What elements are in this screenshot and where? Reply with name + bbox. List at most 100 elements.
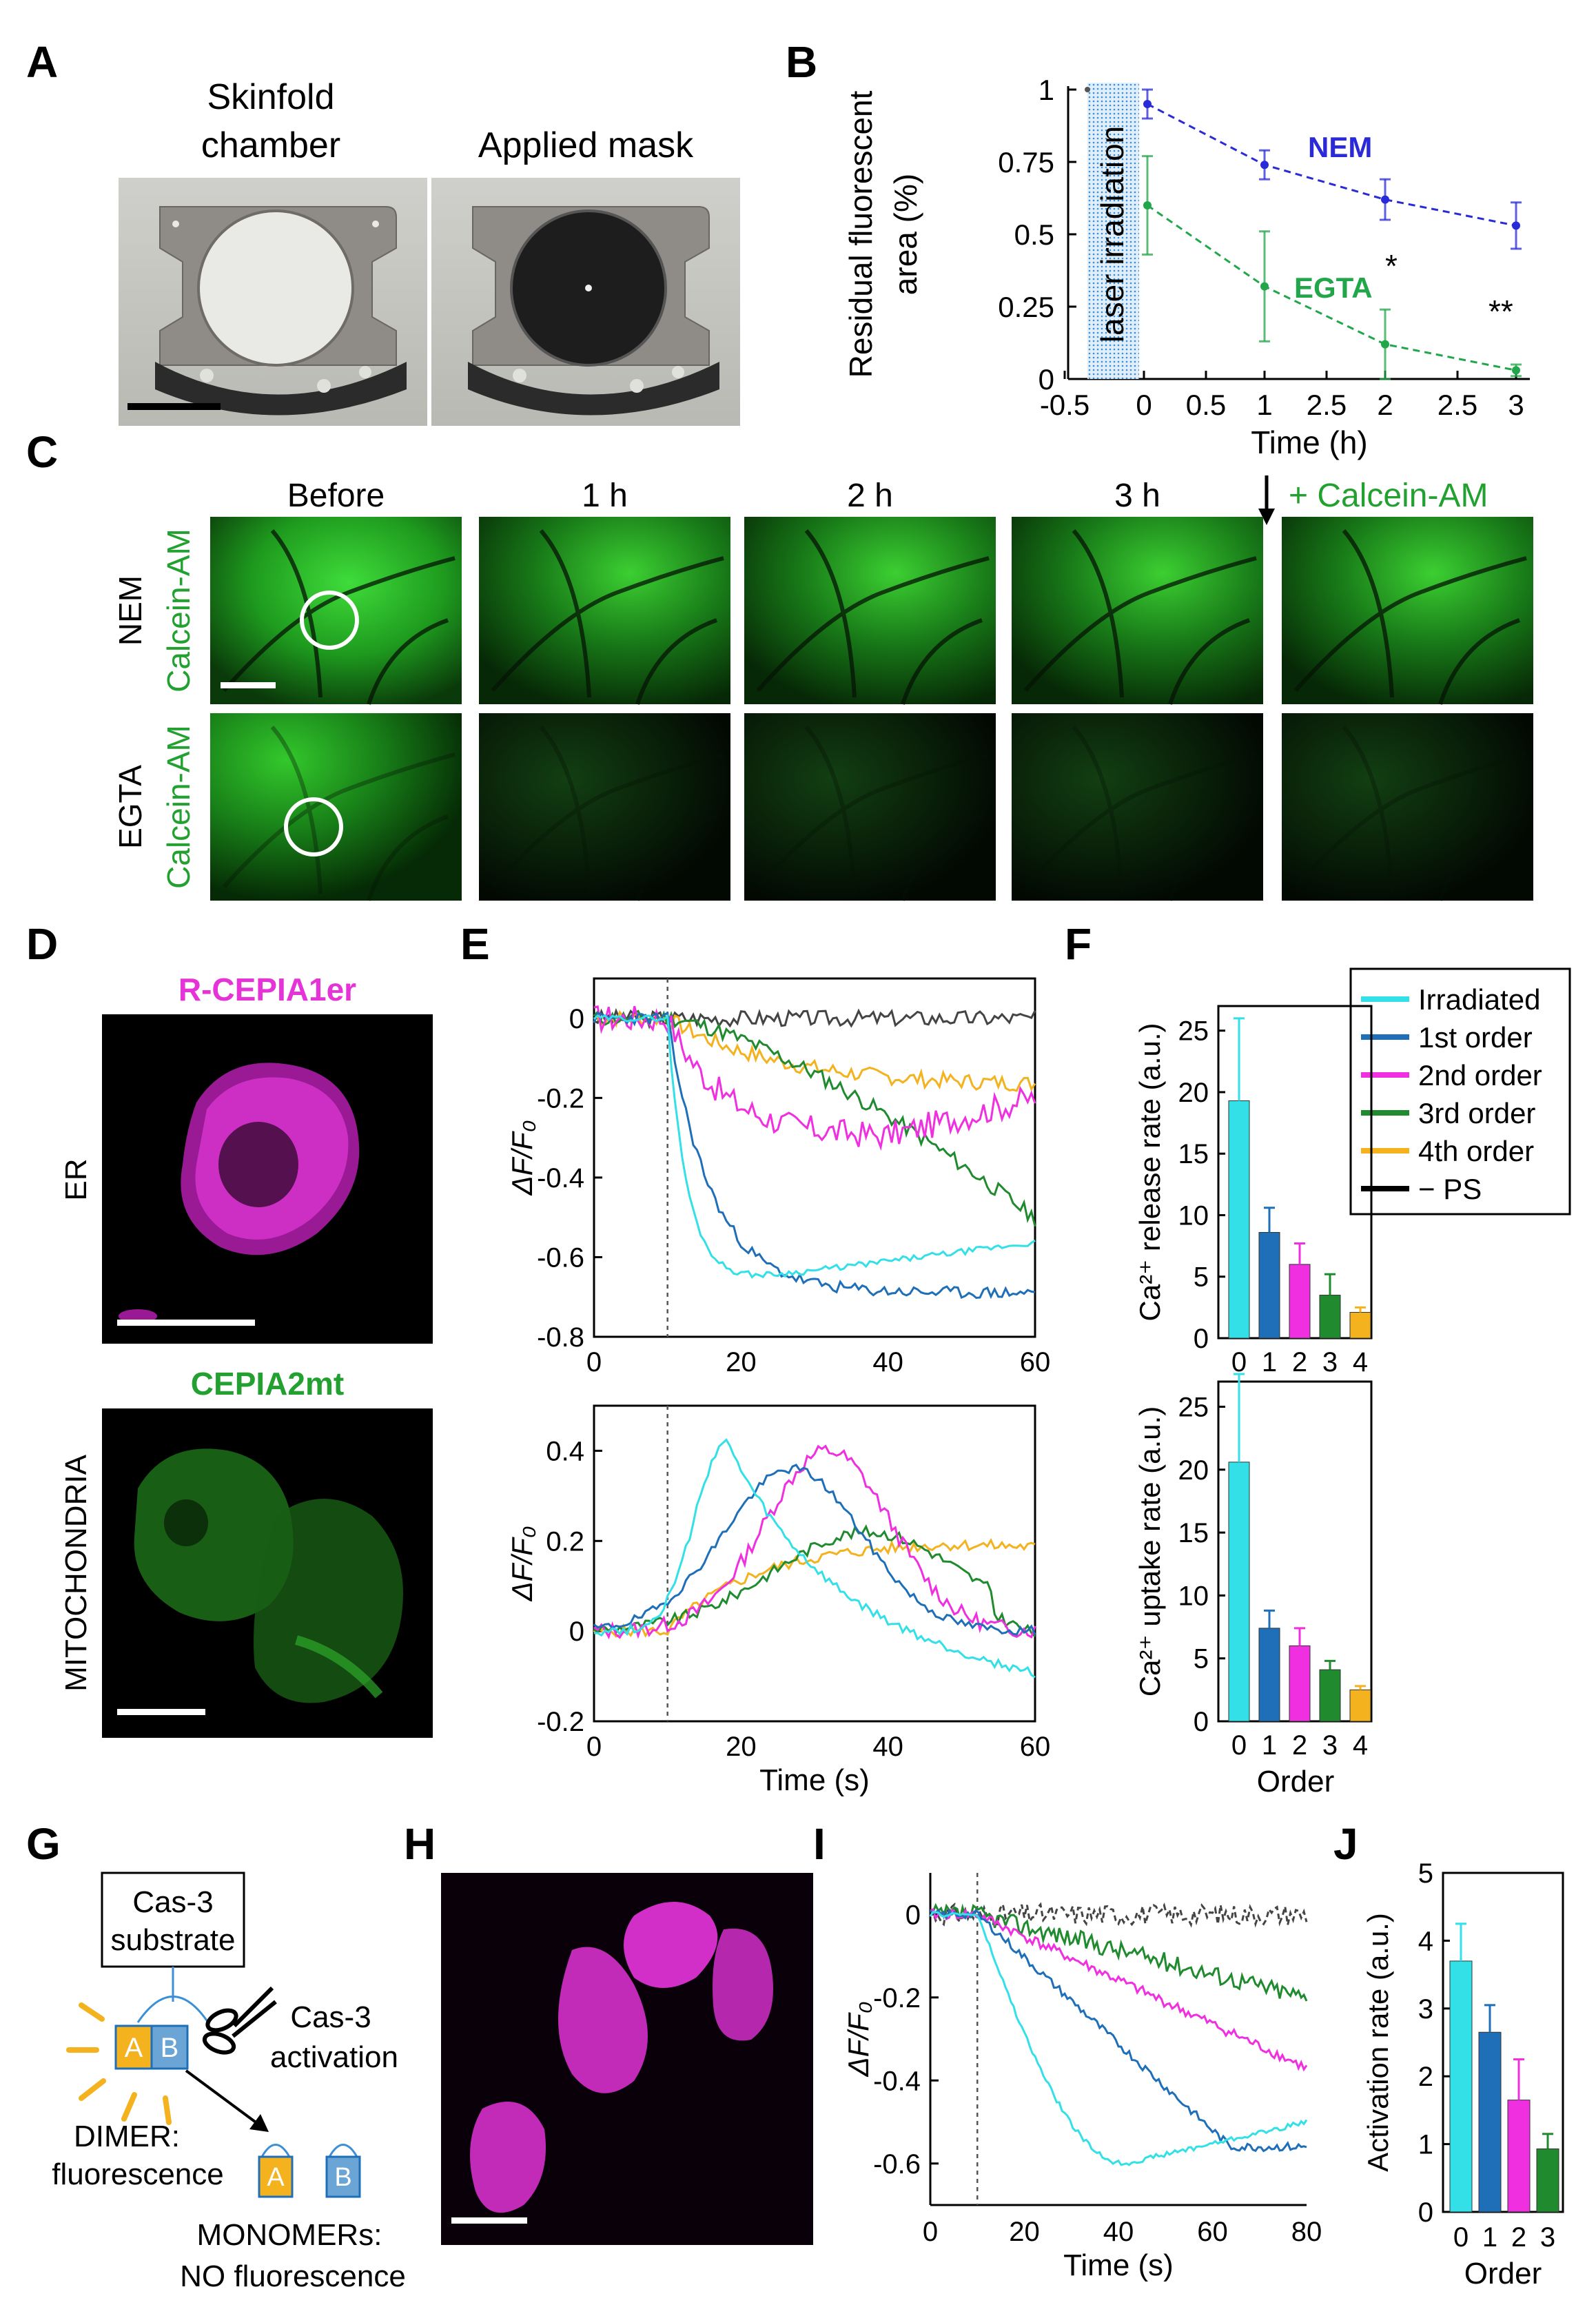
bar	[1258, 1628, 1280, 1722]
vessel-overlay	[1293, 726, 1527, 901]
y-axis-label: Ca²⁺ uptake rate (a.u.)	[1134, 1406, 1166, 1696]
vessel-overlay	[1293, 529, 1527, 705]
bottom-trace-3rd	[593, 1524, 1036, 1638]
irradiation-circle	[284, 797, 343, 857]
x-tick-label: 4	[1353, 1730, 1368, 1761]
top-y-tick-label: -0.8	[537, 1322, 584, 1353]
y-tick-label: 0	[1194, 1324, 1209, 1354]
top-y-tick-label: -0.4	[537, 1163, 584, 1193]
x-tick-label: 0	[1453, 2222, 1469, 2253]
monomer-line-1: MONOMERs:	[197, 2218, 382, 2252]
top-x-tick-label: 20	[726, 1347, 757, 1377]
x-tick-label: 2	[1511, 2222, 1526, 2253]
caspase-traces-chart: 0 -0.2 -0.4 -0.6 0 20 40 60 80 ΔF/F₀ Time (s)	[842, 1873, 1322, 2282]
bar	[1478, 2031, 1502, 2213]
x-tick-label: 20	[1009, 2217, 1040, 2247]
y-tick-label: 4	[1418, 1926, 1433, 1956]
legend-label: Irradiated	[1418, 983, 1540, 1016]
vessel-overlay	[222, 529, 456, 705]
scissors-icon	[202, 1986, 277, 2055]
x-tick-label: 1	[1262, 1347, 1277, 1377]
applied-mask-photo	[431, 178, 740, 426]
x-tick-label: 3	[1322, 1730, 1338, 1761]
x-tick-label: 60	[1197, 2217, 1228, 2247]
bottom-x-tick-label: 60	[1020, 1732, 1051, 1762]
top-y-axis-label: ΔF/F₀	[506, 1120, 538, 1196]
panel-i: I 0 -0.2 -0.4 -0.6 0 20 40 60 80 ΔF/F₀ Time (s)	[813, 1819, 1322, 2282]
dimer-line-1: DIMER:	[74, 2120, 180, 2153]
top-trace-1st	[593, 1011, 1036, 1300]
cas3-box-line-2: substrate	[111, 1923, 236, 1957]
y-tick-label: 25	[1178, 1393, 1209, 1423]
bar	[1289, 1645, 1311, 1722]
top-x-tick-label: 0	[586, 1347, 602, 1377]
x-tick-label: 2	[1377, 389, 1393, 421]
dimer-glow-rays	[66, 2002, 172, 2125]
x-tick-label: 3	[1508, 389, 1524, 421]
er-image	[102, 1014, 433, 1344]
cleavage-arrow	[185, 2069, 262, 2127]
dimer-b-box	[150, 2024, 189, 2070]
bottom-y-axis-label: ΔF/F₀	[506, 1526, 538, 1602]
er-side-label: ER	[59, 1158, 93, 1200]
panel-a: A Skinfold chamber Applied mask	[26, 37, 740, 426]
y-tick-label: 10	[1178, 1581, 1209, 1611]
start-point	[1085, 87, 1090, 92]
panel-a-title-1-line-2: chamber	[201, 125, 340, 165]
vessel-overlay	[756, 529, 990, 705]
bar	[1258, 1231, 1280, 1339]
bar	[1536, 2148, 1559, 2213]
y-tick-label: 0.5	[1014, 218, 1054, 251]
y-tick-label: 15	[1178, 1518, 1209, 1548]
mitochondria-image	[102, 1408, 433, 1738]
dimer-b-letter: B	[161, 2033, 179, 2063]
data-point-egta	[1381, 340, 1389, 349]
panel-g: G Cas-3 substrate A B Cas-3 activation D…	[26, 1819, 406, 2293]
y-tick-label: 0.25	[998, 291, 1054, 323]
legend-box	[1349, 967, 1571, 1216]
bottom-y-tick-label: -0.2	[537, 1707, 584, 1737]
y-tick-label: 3	[1418, 1994, 1433, 2024]
x-axis-label: Order	[1257, 1765, 1334, 1798]
y-tick-label: 0	[1418, 2197, 1433, 2228]
vessel-overlay	[491, 726, 724, 901]
trace-irr	[929, 1911, 1308, 2166]
calcein-image-tile	[744, 713, 996, 901]
data-point-nem	[1512, 221, 1520, 230]
y-tick-label: 1	[1039, 74, 1054, 106]
x-tick-label: 0	[923, 2217, 938, 2247]
y-tick-label: 0	[906, 1900, 921, 1930]
series-line-egta	[1147, 204, 1517, 371]
calcein-image-tile	[744, 517, 996, 704]
y-tick-label: 10	[1178, 1200, 1209, 1231]
scale-bar	[221, 682, 276, 688]
activation-line-1: Cas-3	[290, 2000, 371, 2034]
data-point-nem	[1260, 161, 1269, 170]
top-trace-3rd	[593, 1009, 1036, 1227]
cas3-substrate-box	[101, 1872, 245, 1968]
cas3-box-line-1: Cas-3	[132, 1885, 213, 1919]
panel-f: F Irradiated 1st order 2nd order 3rd order 4…	[1065, 919, 1571, 1798]
x-tick-label: 2.5	[1307, 389, 1347, 421]
y-tick-label: 15	[1178, 1139, 1209, 1169]
panel-h: H	[404, 1819, 813, 2245]
panel-a-title-2: Applied mask	[478, 125, 694, 165]
y-tick-label: -0.4	[873, 2066, 921, 2096]
x-tick-label: 2	[1292, 1730, 1307, 1761]
calcein-image-tile	[479, 517, 730, 704]
y-axis-label: Activation rate (a.u.)	[1362, 1913, 1394, 2172]
caspase-image	[441, 1873, 813, 2245]
top-trace-irr	[593, 1014, 1036, 1279]
y-tick-label: 0	[1039, 363, 1054, 396]
y-axis-label: ΔF/F₀	[842, 2002, 874, 2078]
calcein-image-grid: Before 1 h 2 h 3 h + Calcein-AM NEM Calcein-AM…	[112, 475, 1533, 901]
x-tick-label: 80	[1291, 2217, 1322, 2247]
legend-label: 3rd order	[1418, 1097, 1535, 1129]
panel-e-letter: E	[460, 919, 490, 969]
calcein-image-tile	[1012, 713, 1263, 901]
x-tick-label: 0	[1231, 1730, 1247, 1761]
irradiation-circle	[300, 591, 359, 650]
panel-d: D R-CEPIA1er ER CEPIA2mt MITOCHONDRIA	[26, 919, 433, 1738]
